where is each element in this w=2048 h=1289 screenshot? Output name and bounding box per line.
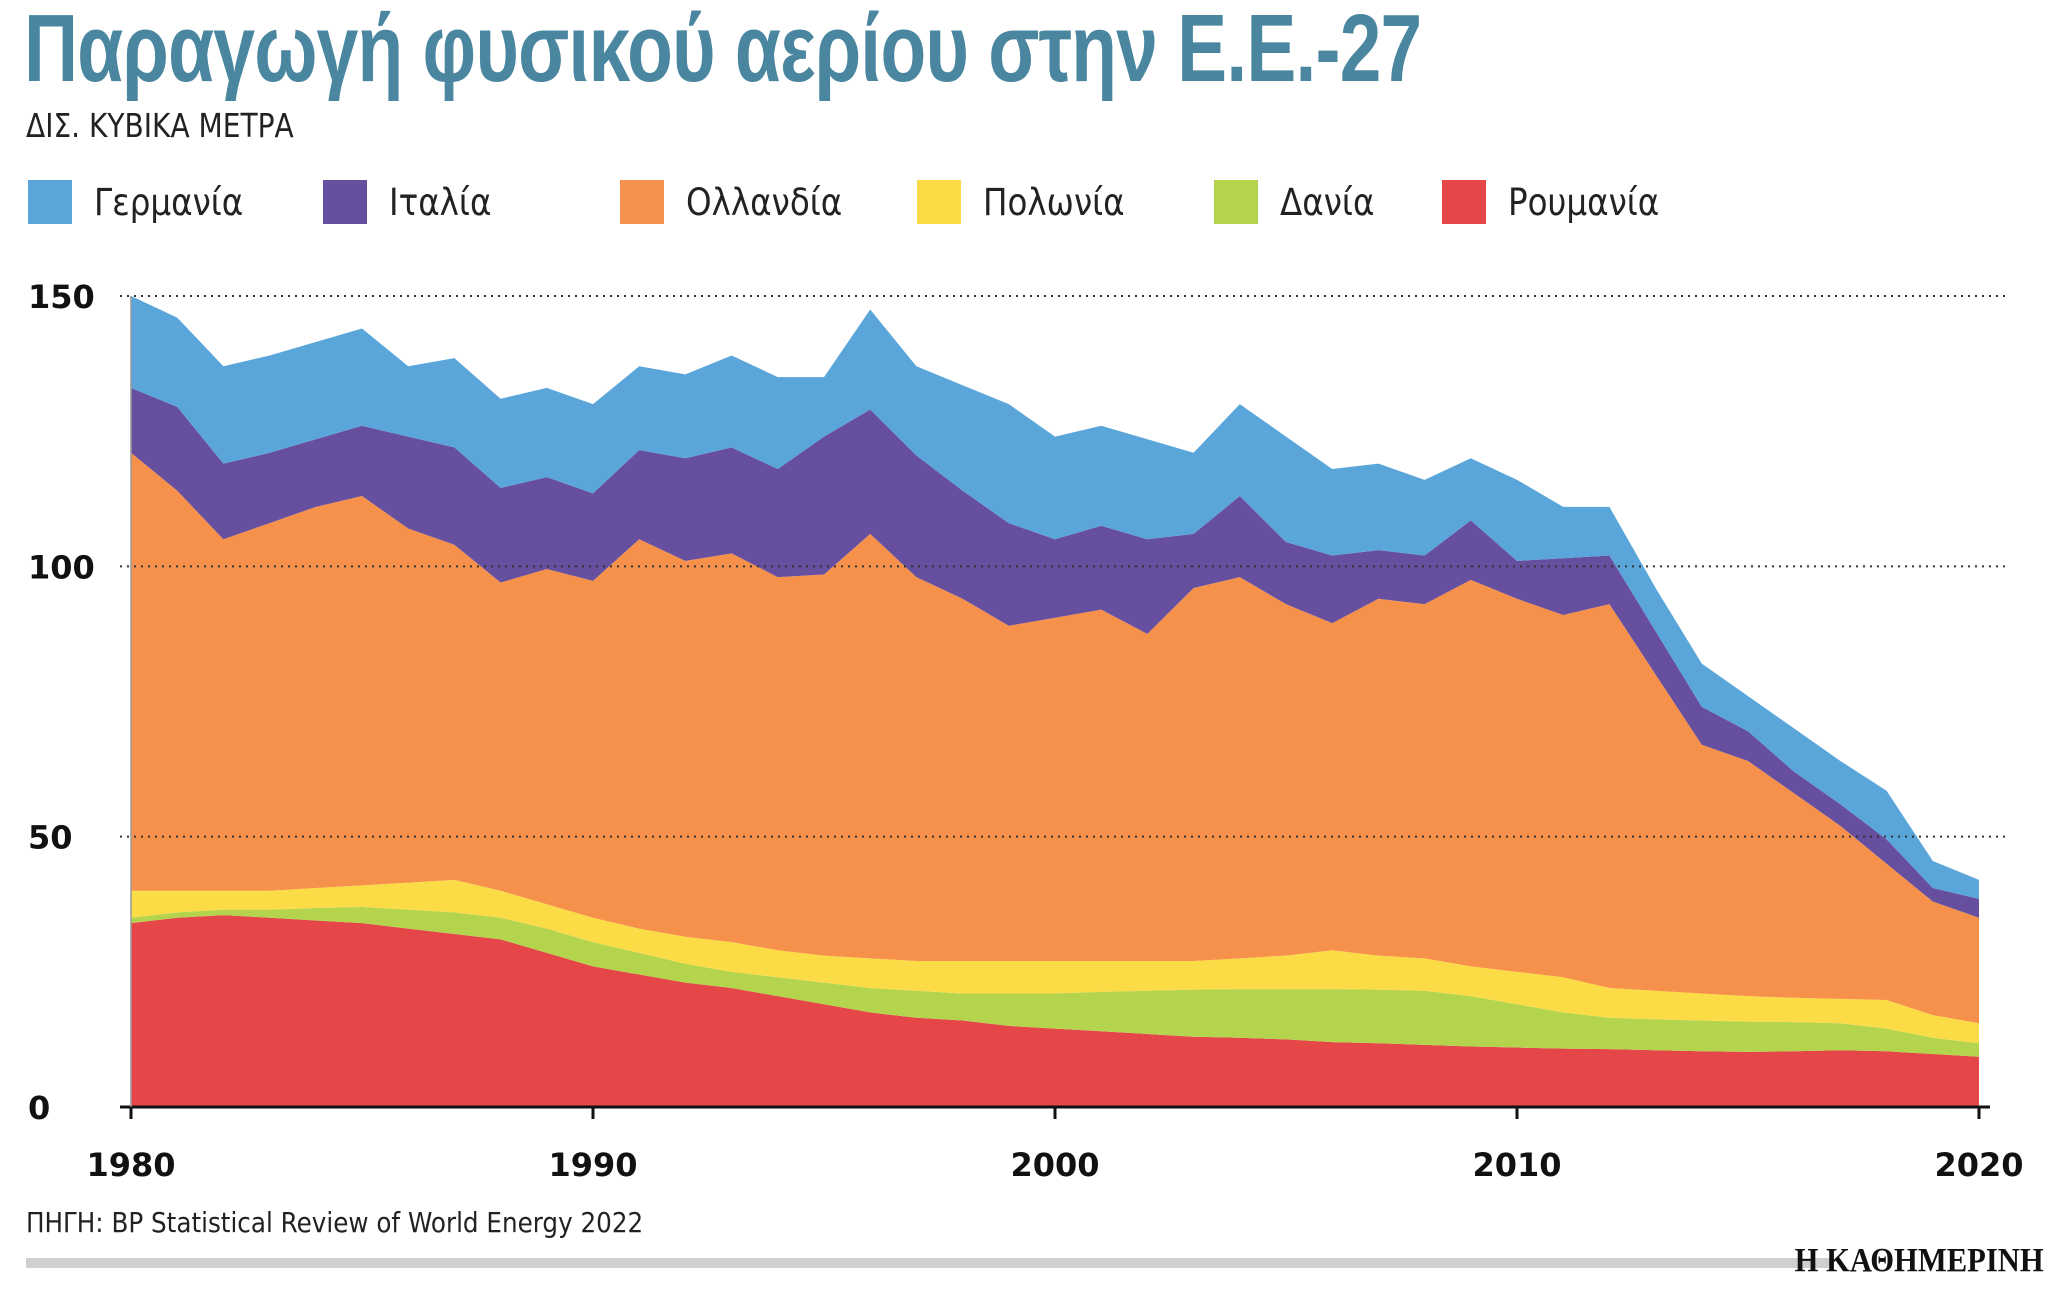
area-series-5: [131, 296, 1979, 899]
legend-swatch: [917, 180, 961, 224]
chart-title: Παραγωγή φυσικού αερίου στην Ε.Ε.-27: [24, 0, 1422, 102]
publisher-logo: Η ΚΑΘΗΜΕΡΙΝΗ: [1795, 1242, 2044, 1279]
y-tick-label: 150: [28, 278, 95, 316]
chart-subtitle: ΔΙΣ. ΚΥΒΙΚΑ ΜΕΤΡΑ: [26, 106, 294, 145]
x-tick-label: 2020: [1934, 1146, 2023, 1184]
x-tick-label: 1980: [86, 1146, 175, 1184]
area-series-3: [131, 452, 1979, 1024]
y-tick-label: 0: [28, 1089, 50, 1127]
area-series-1: [131, 906, 1979, 1057]
y-tick-label: 50: [28, 819, 73, 857]
legend-swatch: [1442, 180, 1486, 224]
legend-label: Ιταλία: [389, 180, 492, 224]
legend-label: Δανία: [1280, 180, 1375, 224]
legend-swatch: [1214, 180, 1258, 224]
source-note: ΠΗΓΗ: BP Statistical Review of World Ene…: [26, 1206, 644, 1239]
legend-label: Ρουμανία: [1508, 180, 1660, 224]
legend-item: Δανία: [1214, 180, 1442, 224]
legend-item: Ιταλία: [323, 180, 620, 224]
legend-item: Γερμανία: [28, 180, 323, 224]
legend-item: Ολλανδία: [620, 180, 917, 224]
area-series-0: [131, 915, 1979, 1107]
legend-swatch: [28, 180, 72, 224]
legend-label: Ολλανδία: [686, 180, 843, 224]
x-tick-label: 1990: [548, 1146, 637, 1184]
y-tick-label: 100: [28, 548, 95, 586]
legend-swatch: [620, 180, 664, 224]
legend-item: Πολωνία: [917, 180, 1214, 224]
legend-label: Πολωνία: [983, 180, 1125, 224]
legend-swatch: [323, 180, 367, 224]
x-tick-label: 2010: [1472, 1146, 1561, 1184]
area-series-2: [131, 879, 1979, 1044]
footer-divider: [26, 1258, 1830, 1268]
legend-item: Ρουμανία: [1442, 180, 1702, 224]
legend: Γερμανία Ιταλία Ολλανδία Πολωνία Δανία Ρουμαν…: [28, 180, 1702, 224]
area-series-4: [131, 387, 1979, 918]
legend-label: Γερμανία: [94, 180, 244, 224]
x-tick-label: 2000: [1010, 1146, 1099, 1184]
